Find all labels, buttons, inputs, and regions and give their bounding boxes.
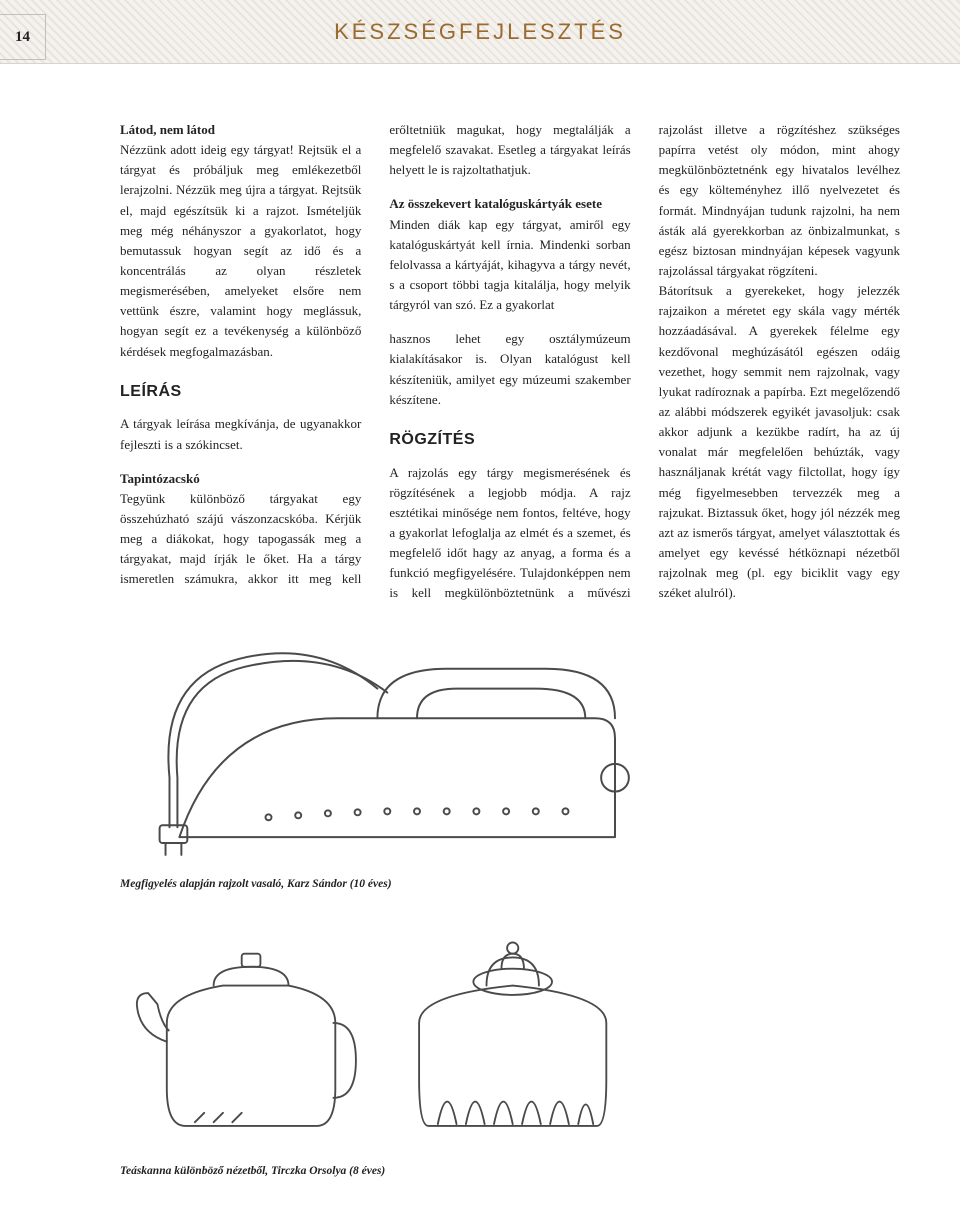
- figure-iron-frame: [120, 628, 635, 868]
- figure-teapots: [120, 920, 635, 1151]
- run-bold: Az összekevert katalóguskártyák esete: [389, 196, 602, 211]
- page-number-box: 14: [0, 14, 46, 60]
- teapot-side: [120, 920, 363, 1151]
- figure-iron-caption: Megfigyelés alapján rajzolt vasaló, Karz…: [120, 876, 635, 892]
- paragraph: Látod, nem látod: [120, 120, 361, 140]
- header-title: KÉSZSÉGFEJLESZTÉS: [334, 19, 626, 45]
- spacer: [389, 180, 630, 194]
- paragraph: Nézzünk adott ideig egy tárgyat! Rejtsük…: [120, 140, 361, 362]
- spacer: [389, 315, 630, 329]
- page-number: 14: [15, 29, 30, 46]
- figure-iron: Megfigyelés alapján rajzolt vasaló, Karz…: [120, 628, 635, 892]
- body-columns: Látod, nem látod Nézzünk adott ideig egy…: [0, 64, 960, 1219]
- section-heading-leiras: LEÍRÁS: [120, 380, 361, 405]
- paragraph: Minden diák kap egy tárgyat, amiről egy …: [389, 215, 630, 316]
- teapot-side-drawing: [120, 920, 363, 1145]
- header-band: 14 KÉSZSÉGFEJLESZTÉS: [0, 0, 960, 64]
- figure-teapots-caption-row: Teáskanna különböző nézetből, Tirczka Or…: [120, 1159, 635, 1179]
- teapot-front-drawing: [391, 920, 634, 1145]
- section-heading-rogzites: RÖGZÍTÉS: [389, 428, 630, 453]
- teapot-front: [391, 920, 634, 1151]
- paragraph: A tárgyak leírása megkívánja, de ugyanak…: [120, 414, 361, 454]
- paragraph: Az összekevert katalóguskártyák esete: [389, 194, 630, 214]
- run-bold: Látod, nem látod: [120, 122, 215, 137]
- figure-teapots-caption: Teáskanna különböző nézetből, Tirczka Or…: [120, 1163, 635, 1179]
- paragraph: hasznos lehet egy osztálymúzeum kialakít…: [389, 329, 630, 410]
- iron-drawing: [120, 628, 635, 868]
- spacer: [120, 455, 361, 469]
- paragraph: Bátorítsuk a gyerekeket, hogy jelezzék r…: [659, 281, 900, 603]
- paragraph: Tapintózacskó: [120, 469, 361, 489]
- run-bold: Tapintózacskó: [120, 471, 200, 486]
